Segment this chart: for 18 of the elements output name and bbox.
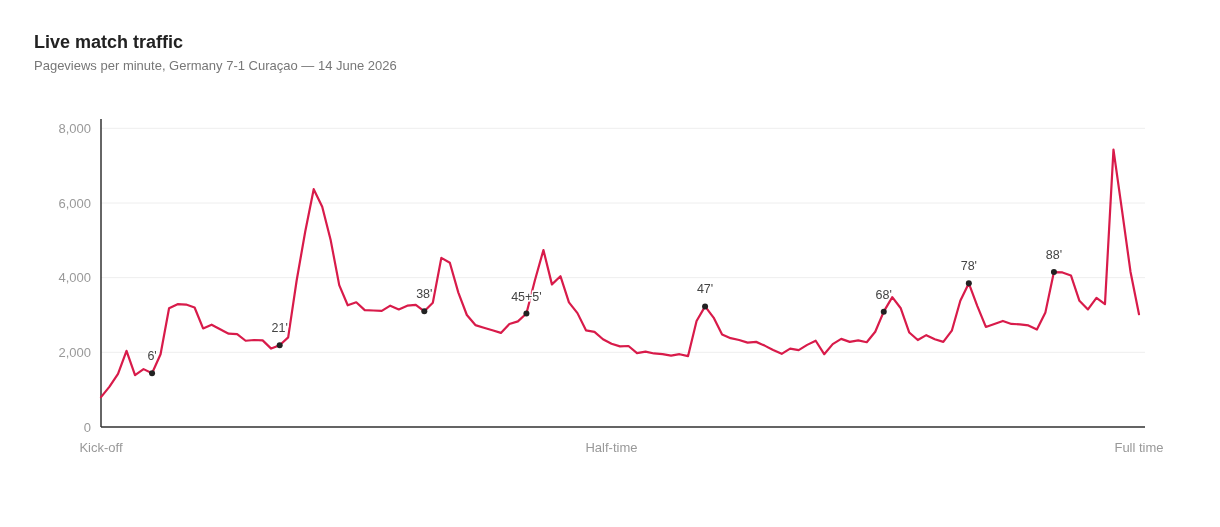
- annotation: 21': [271, 321, 288, 336]
- y-tick-label: 2,000: [58, 344, 91, 360]
- x-tick-label: Full time: [1114, 440, 1164, 455]
- y-tick-label: 8,000: [58, 120, 91, 136]
- y-tick-label: 0: [83, 419, 91, 435]
- chart-subtitle: Pageviews per minute, Germany 7-1 Curaçao — 14 June 2026: [34, 58, 397, 73]
- annotation: 47': [696, 282, 714, 297]
- x-tick-label: Half-time: [585, 440, 638, 455]
- y-tick-label: 6,000: [58, 195, 91, 211]
- y-tick-label: 4,000: [58, 270, 91, 286]
- chart-title: Live match traffic: [34, 32, 184, 52]
- annotation: 78': [960, 259, 977, 274]
- annotation: 88': [1045, 248, 1063, 263]
- annotation: 68': [875, 287, 892, 302]
- x-tick-label: Kick-off: [79, 440, 123, 455]
- line-series: [99, 148, 1141, 399]
- annotation: 6': [147, 349, 157, 364]
- annotation: 38': [416, 287, 433, 302]
